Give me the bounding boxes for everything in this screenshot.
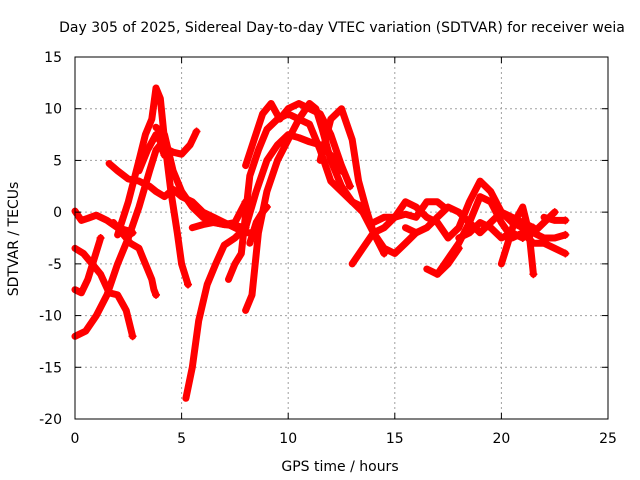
y-tick-label: 5	[53, 153, 62, 169]
series-arc-21	[423, 244, 463, 278]
series-arc-3	[71, 244, 137, 340]
point-marker	[561, 249, 570, 258]
x-tick-label: 10	[279, 431, 297, 447]
x-tick-label: 15	[386, 431, 404, 447]
series-arc-10	[182, 131, 345, 402]
series-arc-14	[242, 100, 354, 190]
series-arc-11	[188, 219, 250, 232]
y-axis-label: SDTVAR / TECUs	[6, 182, 22, 297]
x-tick-label: 20	[492, 431, 510, 447]
point-marker	[192, 127, 201, 136]
y-tick-label: 0	[53, 205, 62, 221]
plot-frame	[74, 56, 609, 420]
point-marker	[561, 230, 570, 239]
point-marker	[346, 182, 355, 191]
point-marker	[128, 332, 137, 341]
series-arc-24	[529, 229, 569, 242]
y-tick-label: -10	[39, 309, 62, 325]
series-arc-15	[246, 203, 271, 247]
y-tick-label: -15	[39, 360, 62, 376]
series-arc-20	[433, 193, 569, 278]
y-tick-label: -20	[39, 412, 62, 428]
x-tick-label: 25	[599, 431, 617, 447]
point-marker	[454, 244, 463, 253]
point-marker	[561, 216, 570, 225]
series-arc-1	[71, 207, 137, 237]
y-tick-label: 15	[44, 50, 62, 66]
series-arc-16	[316, 105, 420, 257]
series-group	[71, 84, 570, 402]
point-marker	[518, 234, 527, 242]
series-arc-18	[370, 198, 448, 226]
point-marker	[529, 270, 538, 279]
point-marker	[550, 208, 559, 217]
point-marker	[183, 280, 192, 289]
point-marker	[96, 234, 105, 242]
chart-title: Day 305 of 2025, Sidereal Day-to-day VTE…	[59, 20, 625, 36]
series-arc-2	[71, 234, 105, 297]
series-arc-23	[497, 203, 537, 278]
y-tick-label: -5	[48, 257, 62, 273]
x-tick-label: 0	[71, 431, 80, 447]
x-axis-label: GPS time / hours	[281, 459, 398, 475]
series-arc-7	[109, 219, 160, 299]
y-tick-label: 10	[44, 102, 62, 118]
x-tick-label: 5	[177, 431, 186, 447]
point-marker	[262, 202, 271, 211]
point-marker	[152, 290, 161, 299]
ticks: 0 5 10 15 20 25 -20 -15 -10 -5 0 5 10 15	[39, 50, 617, 447]
